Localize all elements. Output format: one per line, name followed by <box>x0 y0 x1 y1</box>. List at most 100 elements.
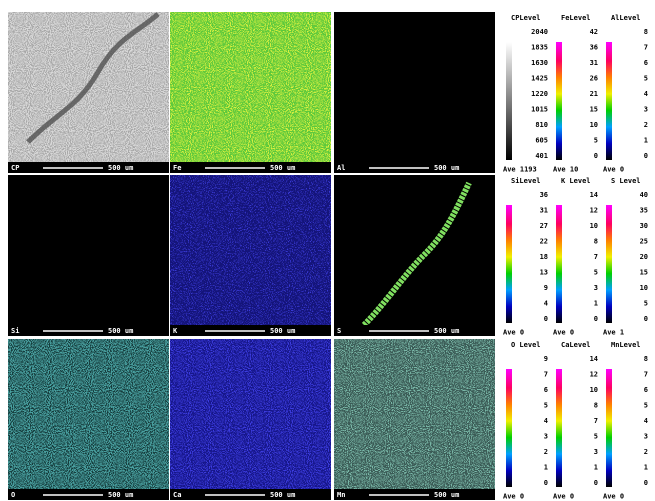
level-value: 7 <box>544 371 548 379</box>
element-label: Ca <box>173 491 181 499</box>
map-speckle <box>334 339 495 500</box>
level-value: 0 <box>644 152 648 160</box>
legend-title: MnLevel <box>611 341 641 349</box>
element-label: Fe <box>173 164 181 172</box>
level-value: 31 <box>540 207 548 215</box>
level-value: 12 <box>590 371 598 379</box>
map-speckle <box>170 339 331 500</box>
level-value: 4 <box>644 417 648 425</box>
level-value: 42 <box>590 28 598 36</box>
scale-label: 500 um <box>434 491 459 499</box>
level-value: 2040 <box>531 28 548 36</box>
level-value: 36 <box>590 44 598 52</box>
level-value: 5 <box>594 433 598 441</box>
level-value: 3 <box>594 448 598 456</box>
level-value: 2 <box>644 121 648 129</box>
map-panel: Ca500 um <box>170 339 331 500</box>
level-value: 8 <box>644 355 648 363</box>
element-label: S <box>337 327 341 335</box>
level-value: 1 <box>644 464 648 472</box>
level-value: 5 <box>594 269 598 277</box>
level-value: 3 <box>544 433 548 441</box>
legend-title: FeLevel <box>561 14 591 22</box>
level-value: 18 <box>540 253 548 261</box>
color-bar <box>556 42 562 160</box>
average: Ave 0 <box>603 493 624 501</box>
level-value: 15 <box>590 106 598 114</box>
level-value: 2 <box>544 448 548 456</box>
color-bar <box>506 369 512 487</box>
legend-title: K Level <box>561 177 591 185</box>
level-value: 0 <box>544 315 548 323</box>
level-value: 1 <box>594 300 598 308</box>
level-value: 3 <box>644 106 648 114</box>
average: Ave 0 <box>553 493 574 501</box>
average: Ave 0 <box>553 329 574 337</box>
map-speckle <box>8 339 169 500</box>
epma-map-screen: CP500 umFe500 umAl500 umSi500 umK500 umS… <box>0 0 655 501</box>
level-value: 5 <box>544 402 548 410</box>
level-value: 5 <box>644 300 648 308</box>
element-label: Mn <box>337 491 345 499</box>
color-bar <box>506 42 512 160</box>
level-value: 10 <box>640 284 648 292</box>
level-value: 605 <box>535 137 548 145</box>
level-value: 1015 <box>531 106 548 114</box>
level-value: 7 <box>644 371 648 379</box>
level-value: 1 <box>644 137 648 145</box>
map-speckle <box>334 175 495 336</box>
scale-label: 500 um <box>108 491 133 499</box>
element-label: CP <box>11 164 19 172</box>
color-bar <box>606 369 612 487</box>
level-value: 13 <box>540 269 548 277</box>
color-bar <box>556 369 562 487</box>
level-value: 12 <box>590 207 598 215</box>
element-label: Si <box>11 327 19 335</box>
legend-title: S Level <box>611 177 641 185</box>
average: Ave 0 <box>503 493 524 501</box>
level-value: 3 <box>594 284 598 292</box>
map-panel: O 500 um <box>8 339 169 500</box>
average: Ave 10 <box>553 166 578 174</box>
level-value: 6 <box>544 386 548 394</box>
legends: CPLevel204018351630142512201015810605401… <box>503 14 648 501</box>
level-value: 0 <box>594 315 598 323</box>
map-panel: K500 um <box>170 175 331 336</box>
level-value: 401 <box>535 152 548 160</box>
scale-label: 500 um <box>434 327 459 335</box>
scale-label: 500 um <box>434 164 459 172</box>
element-label: Al <box>337 164 345 172</box>
element-label: O <box>11 491 15 499</box>
scale-label: 500 um <box>270 327 295 335</box>
level-value: 0 <box>644 479 648 487</box>
level-value: 31 <box>590 59 598 67</box>
level-value: 4 <box>544 300 548 308</box>
level-value: 8 <box>594 402 598 410</box>
level-value: 0 <box>594 152 598 160</box>
level-value: 22 <box>540 238 548 246</box>
level-value: 25 <box>640 238 648 246</box>
level-value: 6 <box>644 386 648 394</box>
color-bar <box>506 205 512 323</box>
legend-title: AlLevel <box>611 14 641 22</box>
level-value: 3 <box>644 433 648 441</box>
map-speckle <box>8 12 169 173</box>
level-value: 1 <box>594 464 598 472</box>
level-value: 14 <box>590 191 598 199</box>
level-value: 1220 <box>531 90 548 98</box>
level-value: 7 <box>594 417 598 425</box>
level-value: 14 <box>590 355 598 363</box>
level-value: 5 <box>644 75 648 83</box>
level-legend: CPLevel204018351630142512201015810605401… <box>503 14 548 174</box>
level-value: 8 <box>644 28 648 36</box>
level-value: 810 <box>535 121 548 129</box>
level-value: 2 <box>644 448 648 456</box>
level-value: 10 <box>590 121 598 129</box>
level-value: 40 <box>640 191 648 199</box>
level-value: 6 <box>644 59 648 67</box>
